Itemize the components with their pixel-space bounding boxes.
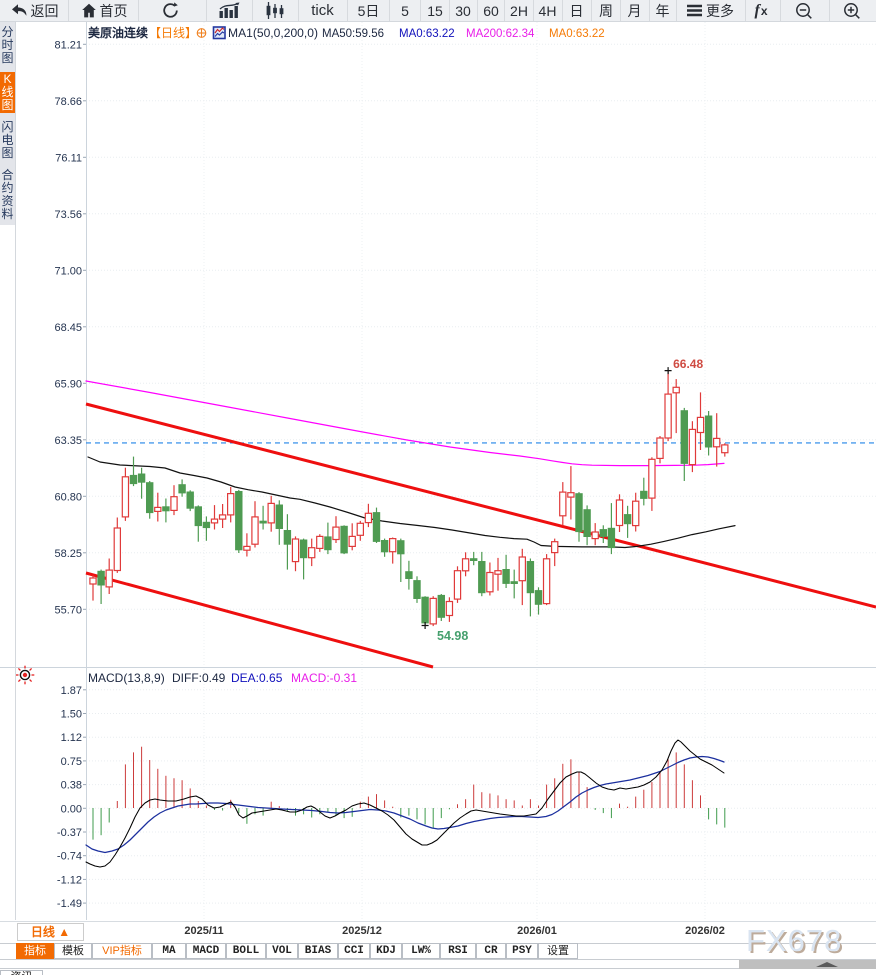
svg-text:MA50:59.56: MA50:59.56 (322, 28, 384, 40)
svg-text:美原油连续: 美原油连续 (88, 25, 148, 40)
svg-text:MA1(50,0,200,0): MA1(50,0,200,0) (228, 28, 318, 40)
svg-text:1.87: 1.87 (61, 685, 82, 697)
svg-text:MA200:62.34: MA200:62.34 (466, 28, 535, 40)
svg-text:54.98: 54.98 (437, 629, 468, 643)
svg-text:【日线】: 【日线】 (149, 26, 197, 40)
svg-text:MACD:-0.31: MACD:-0.31 (291, 671, 357, 685)
svg-text:0.00: 0.00 (61, 803, 82, 815)
svg-text:-1.12: -1.12 (57, 874, 82, 886)
svg-text:MA0:63.22: MA0:63.22 (549, 28, 605, 40)
svg-text:81.21: 81.21 (54, 39, 82, 51)
svg-text:1.12: 1.12 (61, 732, 82, 744)
svg-text:0.75: 0.75 (61, 756, 82, 768)
svg-text:-0.74: -0.74 (57, 851, 82, 863)
svg-text:0.38: 0.38 (61, 780, 82, 792)
svg-text:1.50: 1.50 (61, 709, 82, 721)
svg-text:55.70: 55.70 (54, 604, 82, 616)
svg-text:71.00: 71.00 (54, 265, 82, 277)
svg-text:66.48: 66.48 (673, 357, 703, 371)
svg-text:63.35: 63.35 (54, 435, 82, 447)
svg-text:78.66: 78.66 (54, 96, 82, 108)
svg-text:-1.49: -1.49 (57, 898, 82, 910)
svg-text:DEA:0.65: DEA:0.65 (231, 671, 283, 685)
svg-text:DIFF:0.49: DIFF:0.49 (172, 671, 226, 685)
svg-text:-0.37: -0.37 (57, 827, 82, 839)
svg-text:76.11: 76.11 (55, 152, 82, 164)
svg-text:68.45: 68.45 (54, 322, 82, 334)
svg-text:MACD(13,8,9): MACD(13,8,9) (88, 671, 165, 685)
svg-text:MA0:63.22: MA0:63.22 (399, 28, 455, 40)
svg-text:58.25: 58.25 (54, 548, 82, 560)
svg-text:73.56: 73.56 (54, 209, 82, 221)
svg-text:65.90: 65.90 (54, 378, 82, 390)
svg-text:60.80: 60.80 (54, 491, 82, 503)
